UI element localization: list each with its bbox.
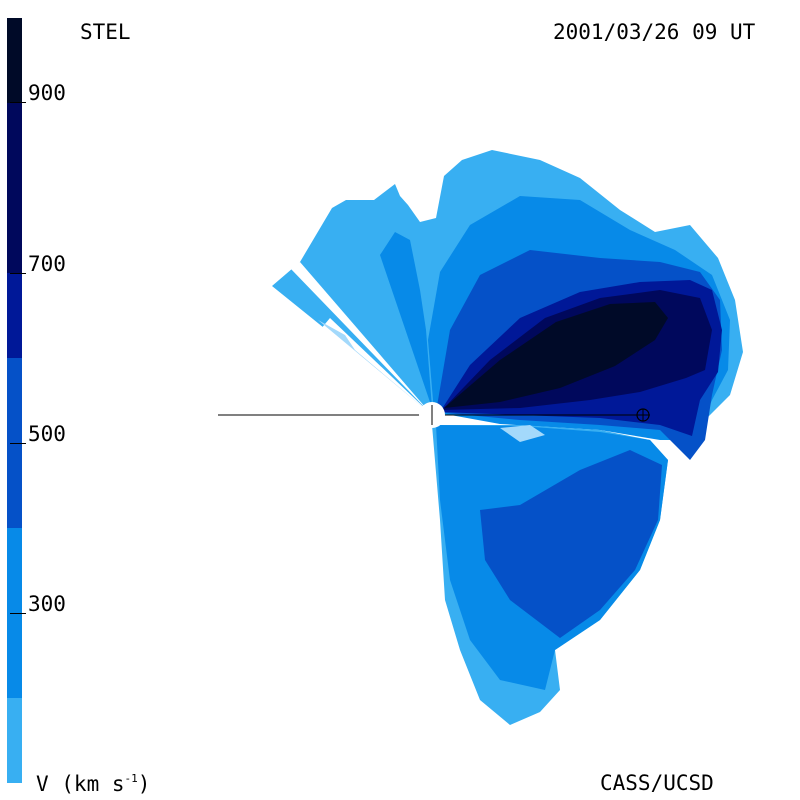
colorbar-band-1 (7, 18, 22, 103)
colorbar-label-500: 500 (28, 422, 66, 446)
map-region-fast-core (444, 302, 668, 408)
colorbar-tick-300 (10, 613, 26, 614)
colorbar-title: V (km s-1) (36, 773, 150, 795)
colorbar-label-300: 300 (28, 592, 66, 616)
colorbar-band-3 (7, 273, 22, 358)
map-region-lower-inner (480, 450, 662, 638)
colorbar-tick-500 (10, 443, 26, 444)
map-gap-1 (290, 262, 432, 415)
map-light-patch (500, 425, 545, 442)
colorbar-title-close: ) (137, 772, 151, 796)
colorbar-band-6 (7, 698, 22, 783)
map-region-upper-left (380, 232, 432, 408)
colorbar-label-900: 900 (28, 81, 66, 105)
colorbar-band-2 (7, 103, 22, 273)
colorbar-tick-900 (10, 102, 26, 103)
colorbar-label-700: 700 (28, 252, 66, 276)
instrument-label: STEL (80, 20, 131, 44)
timestamp-label: 2001/03/26 09 UT (553, 20, 756, 44)
map-light-wedge (318, 320, 432, 415)
colorbar-title-text: V (km s (36, 772, 125, 796)
colorbar-tick-700 (10, 273, 26, 274)
credit-label: CASS/UCSD (600, 771, 714, 795)
colorbar-title-exponent: -1 (124, 772, 138, 785)
